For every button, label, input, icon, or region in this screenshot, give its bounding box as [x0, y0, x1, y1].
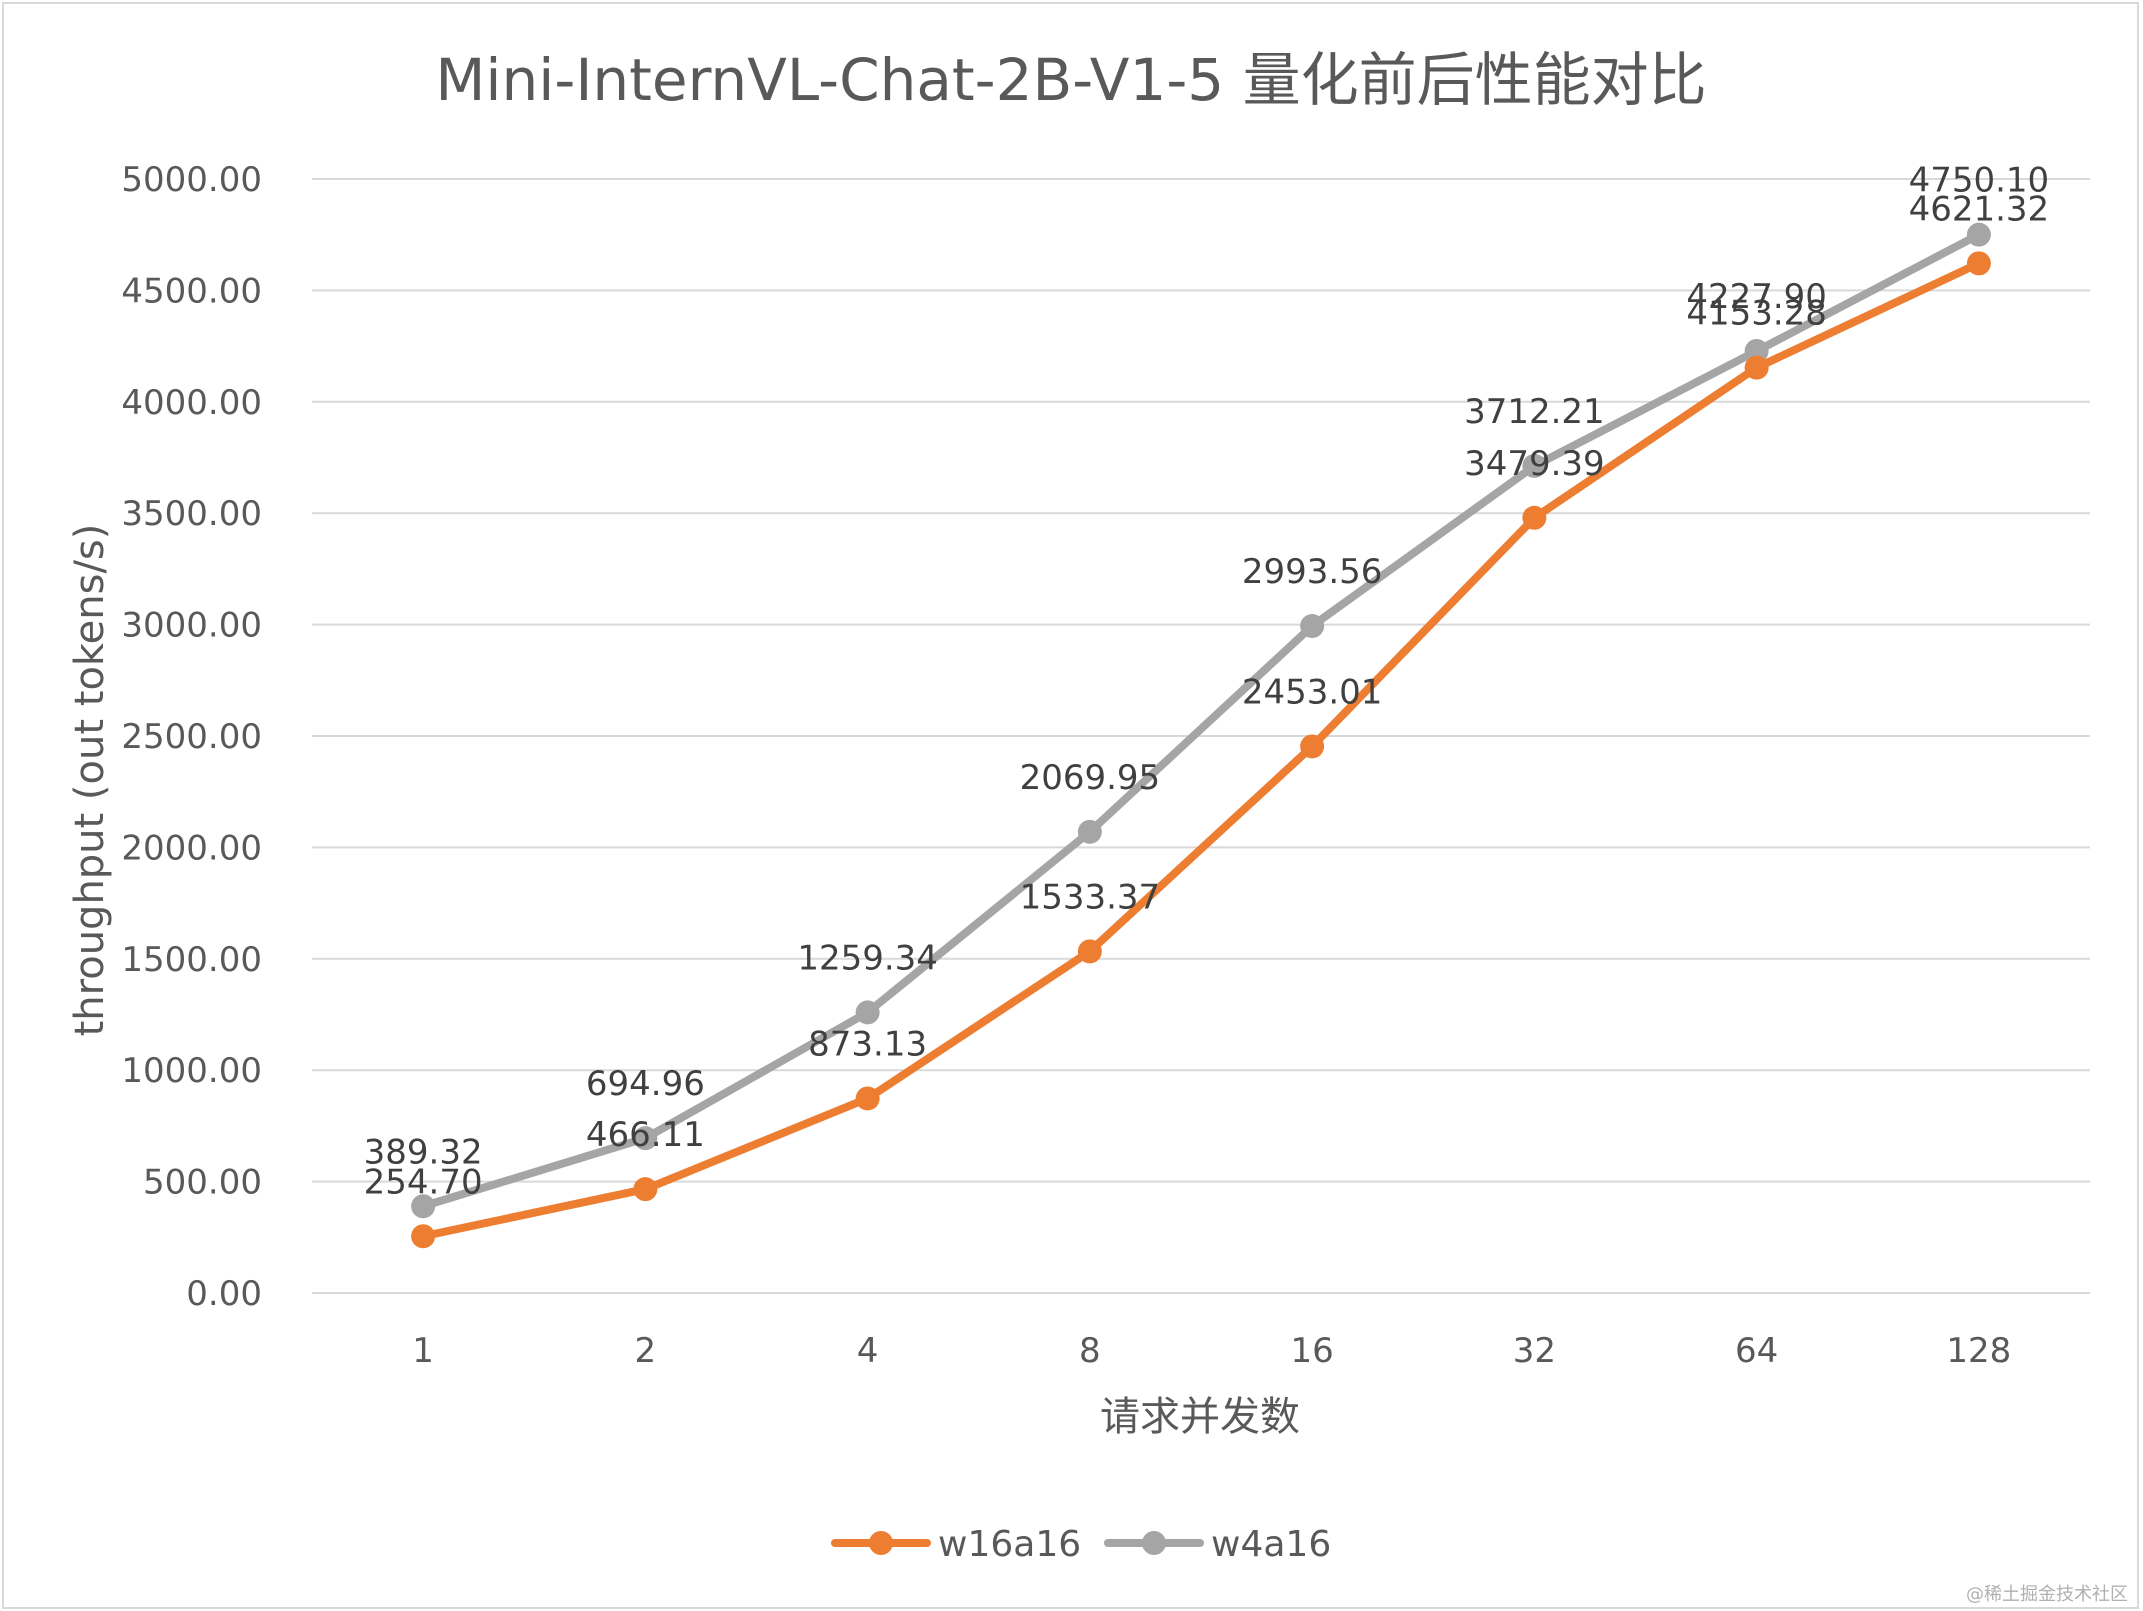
- chart-title: Mini-InternVL-Chat-2B-V1-5 量化前后性能对比: [435, 46, 1706, 114]
- x-tick-label: 4: [857, 1331, 879, 1371]
- data-point-w16a16: [633, 1177, 658, 1202]
- legend-marker-w16a16: [869, 1531, 893, 1555]
- y-axis-ticks: 0.00 500.00 1000.00 1500.00 2000.00 2500.00 30…: [121, 160, 262, 1314]
- data-point-w4a16: [855, 1000, 880, 1025]
- data-point-w16a16: [1077, 939, 1102, 964]
- x-tick-label: 2: [635, 1331, 657, 1371]
- y-tick-label: 500.00: [143, 1163, 262, 1203]
- y-tick-label: 3000.00: [121, 606, 262, 646]
- data-label-w4a16: 3712.21: [1464, 392, 1605, 432]
- data-label-w4a16: 389.32: [364, 1132, 483, 1172]
- x-tick-label: 8: [1079, 1331, 1101, 1371]
- x-axis-ticks: 1 2 4 8 16 32 64 128: [412, 1331, 2011, 1371]
- y-tick-label: 3500.00: [121, 494, 262, 534]
- y-tick-label: 4000.00: [121, 383, 262, 423]
- data-point-w4a16: [1744, 339, 1769, 364]
- data-label-w16a16: 2453.01: [1242, 672, 1383, 712]
- data-label-w4a16: 2993.56: [1242, 552, 1383, 592]
- x-axis-title: 请求并发数: [1100, 1394, 1300, 1440]
- data-label-w16a16: 3479.39: [1464, 444, 1605, 484]
- data-point-w4a16: [1966, 222, 1991, 247]
- data-label-w4a16: 2069.95: [1020, 758, 1161, 798]
- legend: w16a16 w4a16: [831, 1524, 1331, 1565]
- data-point-w16a16: [1744, 355, 1769, 380]
- data-label-w16a16: 4153.28: [1686, 294, 1827, 334]
- y-axis-title: throughput (out tokens/s): [67, 524, 113, 1037]
- data-label-w16a16: 466.11: [586, 1115, 705, 1155]
- y-tick-label: 2000.00: [121, 828, 262, 868]
- data-point-w4a16: [633, 1126, 658, 1151]
- data-point-w16a16: [855, 1086, 880, 1111]
- y-tick-label: 0.00: [186, 1274, 262, 1314]
- data-label-w16a16: 4621.32: [1909, 189, 2050, 229]
- data-point-w4a16: [411, 1194, 436, 1219]
- y-tick-label: 1000.00: [121, 1051, 262, 1091]
- data-label-w4a16: 694.96: [586, 1064, 705, 1104]
- data-label-w4a16: 4750.10: [1909, 161, 2050, 201]
- x-tick-label: 64: [1735, 1331, 1778, 1371]
- legend-label-w4a16: w4a16: [1211, 1524, 1331, 1565]
- y-tick-label: 5000.00: [121, 160, 262, 200]
- data-point-w16a16: [1966, 251, 1991, 276]
- gridlines: [312, 178, 2090, 1294]
- y-tick-label: 2500.00: [121, 717, 262, 757]
- y-tick-label: 4500.00: [121, 271, 262, 311]
- data-point-w16a16: [411, 1224, 436, 1249]
- data-point-w4a16: [1300, 614, 1325, 639]
- data-label-w4a16: 1259.34: [797, 938, 938, 978]
- legend-label-w16a16: w16a16: [938, 1524, 1081, 1565]
- data-point-w16a16: [1300, 734, 1325, 759]
- series-line-w16a16: [419, 259, 1983, 1241]
- data-point-w4a16: [1077, 819, 1102, 844]
- data-label-w16a16: 254.70: [364, 1162, 483, 1202]
- x-tick-label: 16: [1290, 1331, 1333, 1371]
- x-tick-label: 128: [1946, 1331, 2011, 1371]
- x-tick-label: 32: [1513, 1331, 1556, 1371]
- legend-marker-w4a16: [1142, 1531, 1166, 1555]
- y-tick-label: 1500.00: [121, 940, 262, 980]
- series-group: 254.70 466.11 873.13 1533.37 2453.01 3479.39 4…: [364, 161, 2050, 1249]
- x-tick-label: 1: [412, 1331, 434, 1371]
- watermark: @稀土掘金技术社区: [1966, 1584, 2128, 1605]
- data-point-w4a16: [1522, 453, 1547, 478]
- data-point-w16a16: [1522, 505, 1547, 530]
- data-label-w16a16: 1533.37: [1020, 877, 1161, 917]
- data-label-w4a16: 4227.90: [1686, 277, 1827, 317]
- series-line-w4a16: [419, 230, 1983, 1211]
- data-label-w16a16: 873.13: [808, 1024, 927, 1064]
